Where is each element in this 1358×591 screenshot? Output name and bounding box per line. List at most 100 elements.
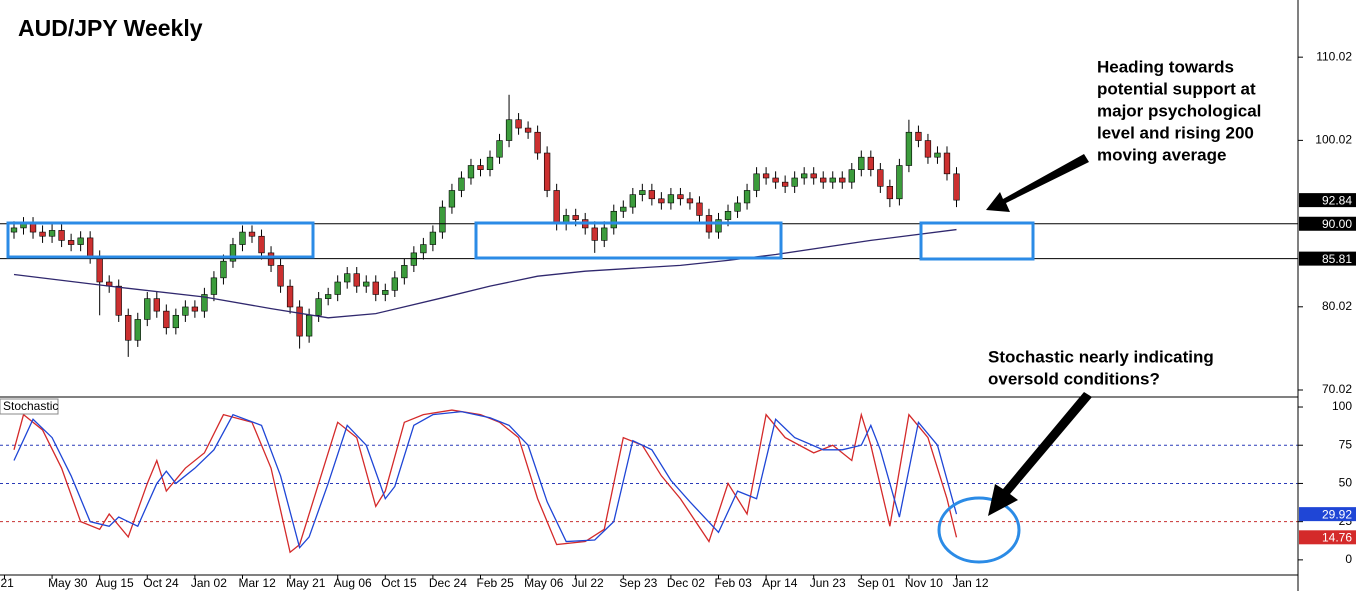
y-tick-label: 75 [1339, 437, 1353, 451]
candle-body [524, 127, 532, 133]
candle-body [296, 306, 303, 337]
candle-body [10, 227, 18, 233]
candle-body [144, 298, 151, 320]
candle-body [277, 265, 284, 287]
candle-body [467, 165, 475, 179]
candle-body [839, 177, 846, 183]
x-tick-label: Mar 12 [238, 576, 276, 590]
level-label: 90.00 [1322, 217, 1352, 231]
candle-body [439, 206, 446, 233]
x-tick-label: Jan 12 [953, 576, 989, 590]
candle-body [534, 131, 541, 154]
candle-body [67, 240, 75, 245]
candle-body [125, 314, 132, 341]
candle-body [801, 173, 808, 179]
panel-label-box [0, 398, 59, 415]
candle-body [134, 319, 141, 341]
candle-body [686, 198, 694, 204]
plot-layer [0, 94, 1298, 554]
candle-body [953, 173, 960, 201]
x-tick-label: Jan 02 [191, 576, 227, 590]
candle-body [163, 310, 170, 329]
candle-body [601, 227, 608, 241]
annotation: oversold conditions? [988, 369, 1160, 388]
candle-body [448, 190, 456, 208]
candle-body [353, 273, 360, 287]
candle-body [620, 206, 627, 212]
x-tick-label: Nov 10 [905, 576, 943, 590]
x-tick-label: Dec 02 [667, 576, 705, 590]
candle-body [515, 119, 522, 129]
zone-box [6, 221, 315, 259]
candle-body [858, 156, 865, 170]
candle-body [344, 273, 351, 283]
y-tick-label: 110.02 [1316, 49, 1352, 63]
candle-body [382, 290, 389, 295]
candle-body [391, 277, 398, 291]
candle-body [591, 227, 598, 241]
candle-body [781, 181, 789, 187]
x-tick-label: Aug 06 [334, 576, 372, 590]
candle-body [820, 177, 827, 183]
x-tick-label: Feb 03 [714, 576, 752, 590]
x-tick-label: May 06 [524, 576, 564, 590]
candle-body [905, 131, 913, 166]
annotation: Heading towards [1097, 57, 1234, 76]
candle-body [96, 256, 103, 283]
candle-body [363, 281, 370, 287]
candle-body [429, 231, 437, 245]
candle-body [724, 210, 732, 220]
candle-body [810, 173, 817, 179]
candle-body [934, 152, 941, 158]
x-tick-label: 21 [0, 576, 14, 590]
panel-label: Stochastic [3, 399, 58, 413]
arrow [988, 392, 1092, 516]
line-series [13, 228, 957, 319]
last-price-label-box [1299, 193, 1356, 208]
arrow [986, 154, 1089, 212]
candle-body [696, 202, 703, 216]
zone-box [919, 221, 1035, 261]
y-tick-label: 70.02 [1322, 382, 1352, 396]
candle-body [315, 298, 322, 316]
candle-body [762, 173, 770, 179]
last-value-label: 14.76 [1322, 530, 1352, 544]
candle-body [791, 177, 798, 187]
candle-body [420, 244, 427, 254]
y-tick-label: 100.02 [1315, 133, 1352, 147]
candle-body [896, 165, 903, 200]
level-label-box [1299, 251, 1356, 266]
level-label: 85.81 [1322, 252, 1352, 266]
x-tick-label: Dec 24 [429, 576, 467, 590]
candle-body [401, 265, 408, 279]
last-value-label-box [1299, 530, 1356, 545]
text-layer: 70.02 80.02 100.02 110.02 90.00 85.81 92.84 Hea… [0, 49, 1356, 590]
candle-body [239, 231, 246, 245]
x-tick-label: May 30 [48, 576, 88, 590]
candle-body [248, 231, 256, 237]
candle-body [648, 190, 656, 200]
candle-body [610, 210, 617, 229]
candle-body [772, 177, 779, 183]
candle-body [629, 194, 636, 208]
x-tick-label: Jun 23 [810, 576, 846, 590]
x-tick-label: Apr 14 [762, 576, 798, 590]
candle-body [477, 165, 484, 170]
candle-body [220, 260, 227, 279]
candle-body [915, 131, 922, 141]
x-tick-label: Sep 23 [619, 576, 657, 590]
candle-body [182, 306, 189, 316]
candle-body [543, 152, 551, 191]
x-tick-label: May 21 [286, 576, 326, 590]
x-tick-label: Jul 22 [572, 576, 604, 590]
y-tick-label: 80.02 [1322, 299, 1352, 313]
y-tick-label: 100 [1332, 399, 1352, 413]
annotation: level and rising 200 [1097, 123, 1254, 142]
candle-body [505, 119, 513, 141]
candle-body [305, 314, 313, 337]
candle-body [848, 169, 855, 183]
x-tick-label: Oct 15 [381, 576, 417, 590]
candle-body [829, 177, 836, 183]
